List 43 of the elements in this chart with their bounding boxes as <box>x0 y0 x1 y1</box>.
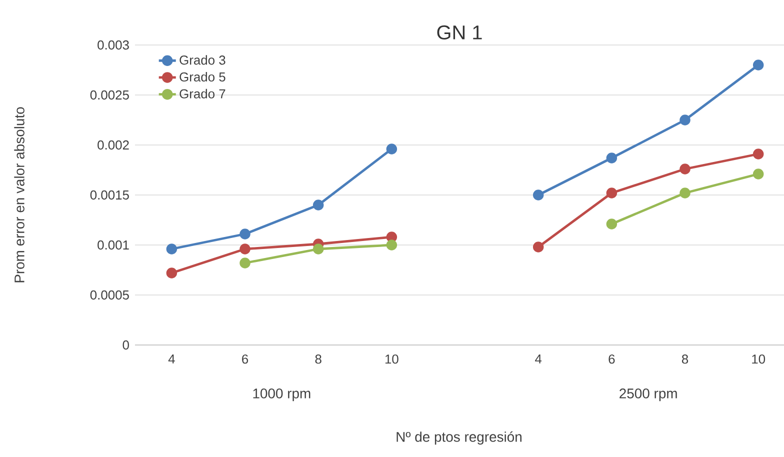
x-tick-label: 8 <box>682 354 688 364</box>
text: 1000 rpm <box>253 388 310 402</box>
point <box>532 190 544 200</box>
chart-title: GN 1 <box>437 25 482 40</box>
point <box>166 268 178 278</box>
point <box>680 114 690 126</box>
point <box>386 240 398 250</box>
x-tick-label: 10 <box>385 354 398 364</box>
x-tick-label: 4 <box>535 354 542 364</box>
legend-label: Grado 5 <box>180 72 226 82</box>
point <box>386 144 398 154</box>
point <box>312 244 324 254</box>
y-tick-label: 0.0025 <box>90 90 129 100</box>
point <box>752 148 764 160</box>
text: 2500 rpm <box>620 388 677 402</box>
x-tick-label: 4 <box>168 354 175 364</box>
point <box>240 244 250 254</box>
point <box>240 228 250 240</box>
point <box>166 244 178 254</box>
point <box>606 188 618 198</box>
point <box>532 242 544 252</box>
legend-label: Grado 7 <box>180 88 226 98</box>
point <box>240 258 250 268</box>
x-tick-label: 8 <box>315 354 322 364</box>
x-tick-label: 6 <box>608 354 615 364</box>
point <box>680 164 690 174</box>
point <box>752 60 764 70</box>
y-tick-label: 0.001 <box>98 240 129 250</box>
y-tick-label: 0.002 <box>98 140 129 150</box>
point <box>606 152 618 164</box>
y-tick-label: 0.0015 <box>90 190 129 200</box>
legend-label: Grado 3 <box>180 55 226 65</box>
y-tick-label: 0.0005 <box>90 290 129 300</box>
point <box>680 188 690 198</box>
point <box>606 218 618 230</box>
x-tick-label: 10 <box>752 354 766 364</box>
y-tick-label: 0.003 <box>98 40 129 50</box>
y-axis-title: Prom error en valor absoluto <box>14 107 24 282</box>
point <box>752 168 764 180</box>
y-tick-label: 0 <box>122 340 129 350</box>
x-tick-label: 6 <box>242 354 248 364</box>
x-axis-title: Nº de ptos regresión <box>396 431 522 445</box>
point <box>312 200 324 210</box>
